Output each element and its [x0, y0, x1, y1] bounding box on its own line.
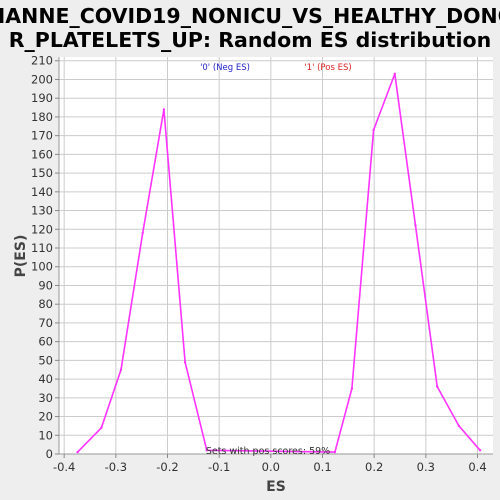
data-point [119, 368, 123, 371]
x-tick-label: -0.3 [105, 460, 127, 474]
y-tick-label: 170 [31, 129, 53, 143]
y-tick-label: 50 [38, 353, 53, 367]
x-axis-label: ES [266, 479, 286, 495]
axes [58, 57, 493, 455]
y-tick-label: 210 [31, 54, 53, 68]
pos-scores-annotation: Sets with pos scores: 59% [206, 446, 330, 457]
y-tick-label: 90 [38, 278, 53, 292]
legend-neg-es: '0' (Neg ES) [200, 63, 250, 73]
y-tick-label: 110 [31, 241, 53, 255]
plot-area [59, 57, 493, 454]
data-point [393, 72, 397, 76]
y-tick-label: 180 [31, 110, 53, 124]
y-tick-label: 100 [31, 260, 53, 274]
data-point [350, 387, 354, 390]
data-point [414, 224, 417, 227]
data-point [457, 424, 461, 428]
y-tick-label: 120 [31, 222, 53, 236]
y-tick-label: 0 [46, 447, 53, 461]
y-tick-label: 20 [38, 410, 53, 424]
x-tick-label: -0.2 [156, 460, 178, 474]
chart-title-line-2: R_PLATELETS_UP: Random ES distribution [9, 28, 491, 52]
y-tick-label: 150 [31, 166, 53, 180]
data-point [372, 128, 375, 132]
y-tick-label: 70 [38, 316, 53, 330]
x-tick-label: 0.0 [262, 460, 280, 474]
y-axis-label: P(ES) [13, 235, 29, 278]
y-tick-label: 160 [31, 147, 53, 161]
series-group [76, 72, 482, 454]
y-tick-label: 200 [31, 72, 53, 86]
data-point [141, 231, 144, 235]
y-tick-label: 30 [38, 391, 53, 405]
ticks: 0 10 20 30 40 50 60 70 80 90 100 110 120 130 140 150 160… [31, 54, 487, 474]
y-tick-label: 80 [38, 297, 53, 311]
legend-pos-es: '1' (Pos ES) [304, 63, 351, 73]
y-tick-label: 60 [38, 335, 53, 349]
data-point [205, 449, 208, 452]
data-point [436, 385, 439, 388]
y-tick-label: 10 [38, 428, 53, 442]
y-tick-label: 140 [31, 185, 53, 199]
data-point [183, 361, 187, 364]
x-tick-label: -0.4 [53, 460, 75, 474]
data-point [76, 450, 79, 454]
data-point [333, 450, 337, 454]
y-tick-label: 130 [31, 204, 53, 218]
data-point [478, 449, 482, 452]
chart-title-line-1: MANNE_COVID19_NONICU_VS_HEALTHY_DONO [0, 4, 500, 28]
x-tick-label: 0.3 [417, 460, 435, 474]
x-tick-label: 0.1 [313, 460, 331, 474]
x-tick-label: -0.1 [208, 460, 230, 474]
x-tick-label: 0.2 [365, 460, 383, 474]
data-point [162, 108, 166, 111]
data-point [100, 426, 103, 429]
x-tick-label: 0.4 [468, 460, 486, 474]
y-tick-label: 190 [31, 91, 53, 105]
y-tick-label: 40 [38, 372, 53, 386]
